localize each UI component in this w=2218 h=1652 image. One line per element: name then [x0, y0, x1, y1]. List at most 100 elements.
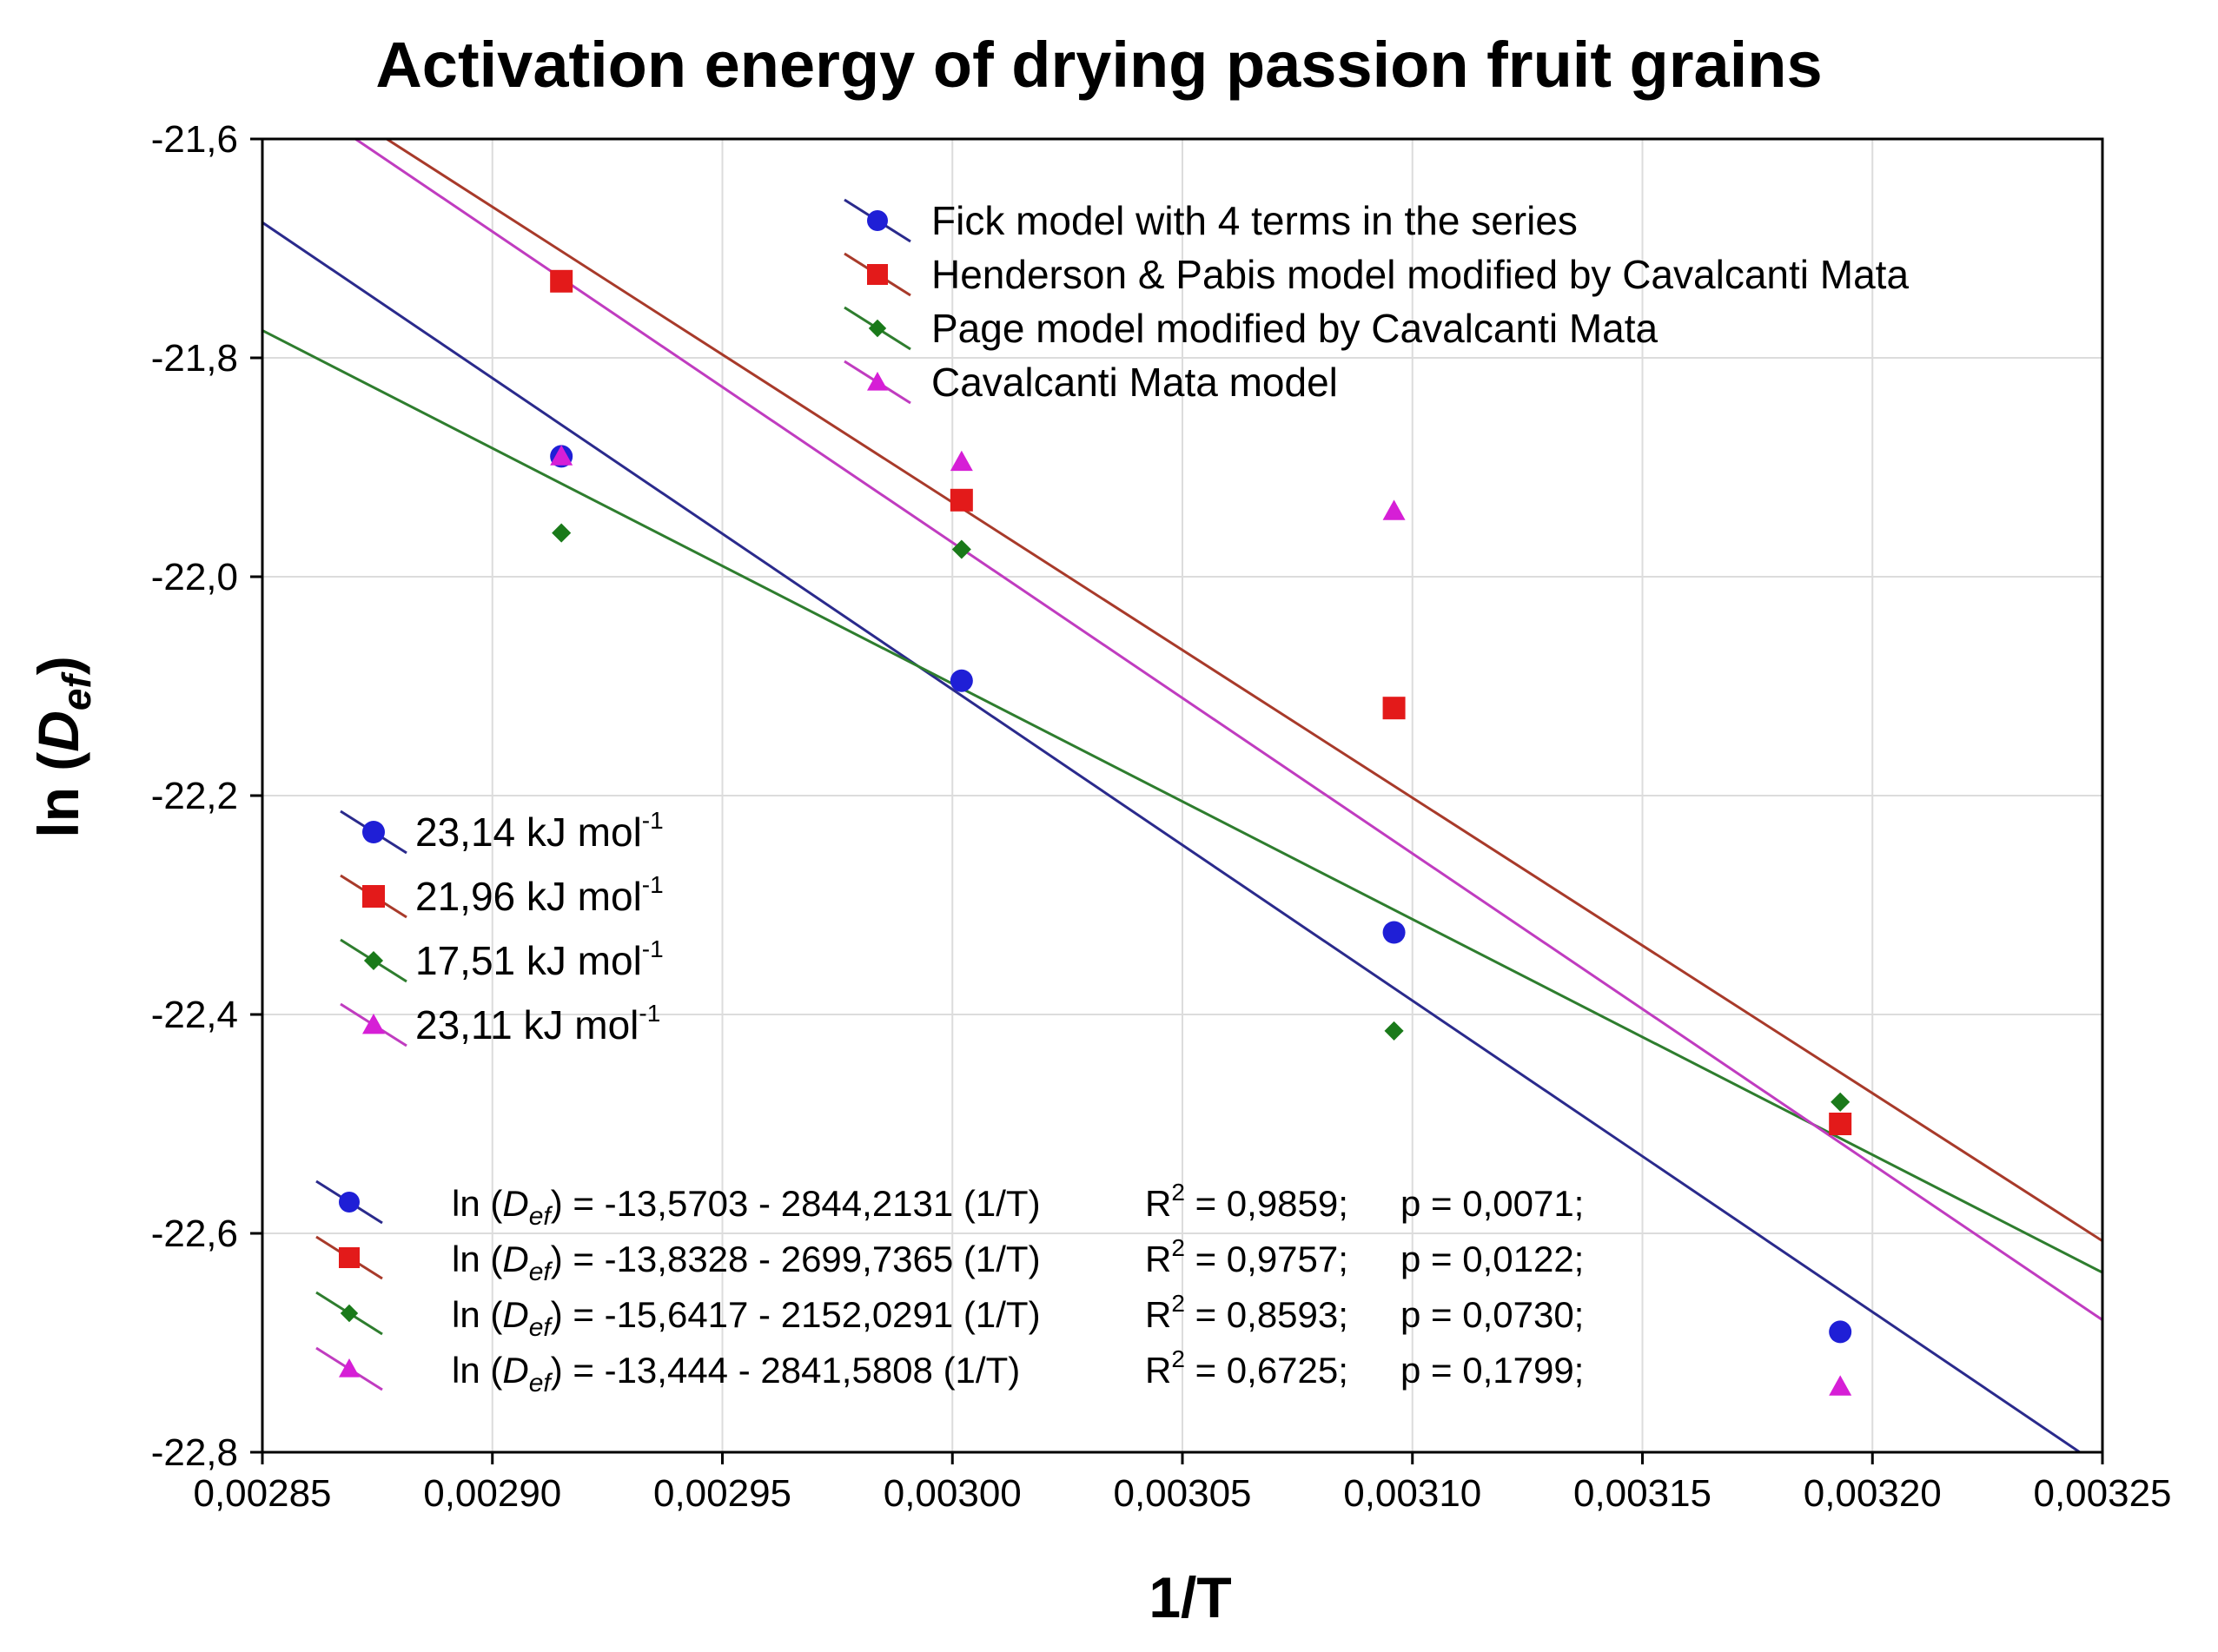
legend-model-label-3: Cavalcanti Mata model	[931, 360, 1338, 405]
fit-line-series-1	[384, 139, 2102, 1243]
x-tick-label: 0,00285	[193, 1472, 331, 1515]
point-series-1-0	[550, 269, 573, 293]
eq-var: D	[502, 1239, 528, 1279]
legend-r2-2: R2 = 0,8593;	[1145, 1290, 1348, 1335]
y-axis-label-suffix: )	[26, 656, 90, 675]
x-axis-label: 1/T	[1149, 1565, 1231, 1629]
legend-energy-label-3: 23,11 kJ mol-1	[415, 1000, 660, 1047]
x-tick-label: 0,00315	[1573, 1472, 1712, 1515]
eq-r2: R	[1145, 1350, 1171, 1391]
x-tick-label: 0,00325	[2033, 1472, 2171, 1515]
point-series-2-1	[951, 539, 971, 559]
eq-sub: ef	[529, 1258, 553, 1286]
legend-equations: ln (Def) = -13,5703 - 2844,2131 (1/T) R2 …	[315, 1179, 1584, 1398]
eq-r2: R	[1145, 1294, 1171, 1335]
legend-p-1: p = 0,0122;	[1400, 1239, 1584, 1279]
legend-model-label-0: Fick model with 4 terms in the series	[931, 198, 1578, 243]
eq-r2-val: = 0,6725;	[1185, 1350, 1348, 1391]
eq-mid: ) = -13,8328 - 2699,7365 (1/T)	[551, 1239, 1041, 1279]
y-tick-label: -21,8	[151, 337, 238, 380]
point-series-2-3	[1831, 1092, 1851, 1112]
grid	[262, 138, 2103, 1453]
legend-marker-eq-2	[340, 1304, 359, 1323]
y-tick-label: -22,4	[151, 994, 238, 1036]
fit-line-series-0	[262, 221, 2082, 1452]
legend-equation-3: ln (Def) = -13,444 - 2841,5808 (1/T)	[452, 1350, 1020, 1398]
y-tick-label: -22,0	[151, 556, 238, 598]
point-series-1-3	[1829, 1113, 1852, 1135]
eq-r2-sup: 2	[1171, 1345, 1185, 1372]
point-series-0-1	[950, 669, 973, 692]
energy-value: 17,51 kJ mol	[415, 938, 642, 983]
legend-marker-energy-3	[362, 1014, 385, 1034]
y-axis-label-prefix: ln (	[26, 752, 90, 838]
eq-r2: R	[1145, 1183, 1171, 1224]
legend-r2-0: R2 = 0,9859;	[1145, 1179, 1348, 1224]
x-tick-label: 0,00310	[1343, 1472, 1481, 1515]
eq-r2-val: = 0,9859;	[1185, 1183, 1348, 1224]
legend-energy-label-2: 17,51 kJ mol-1	[415, 935, 664, 983]
x-tick-label: 0,00305	[1113, 1472, 1251, 1515]
y-axis-label-var: D	[26, 710, 90, 752]
energy-sup: -1	[642, 935, 664, 962]
legend-equation-2: ln (Def) = -15,6417 - 2152,0291 (1/T)	[452, 1294, 1041, 1342]
energy-sup: -1	[642, 871, 664, 898]
eq-var: D	[502, 1183, 528, 1224]
legend-energy-label-0: 23,14 kJ mol-1	[415, 807, 664, 855]
eq-r2-sup: 2	[1171, 1234, 1185, 1261]
eq-left: ln (	[452, 1350, 502, 1391]
point-series-0-2	[1382, 921, 1406, 944]
fit-lines	[262, 139, 2102, 1452]
eq-r2-sup: 2	[1171, 1290, 1185, 1317]
legend-marker-eq-1	[339, 1247, 360, 1268]
legend-r2-1: R2 = 0,9757;	[1145, 1234, 1348, 1279]
point-series-0-3	[1829, 1320, 1852, 1344]
y-axis-label: ln (Def)	[26, 656, 99, 838]
point-series-3-0	[550, 445, 573, 466]
x-tick-label: 0,00295	[653, 1472, 791, 1515]
legend-p-3: p = 0,1799;	[1400, 1350, 1584, 1391]
energy-sup: -1	[639, 1000, 660, 1027]
legend-equation-1: ln (Def) = -13,8328 - 2699,7365 (1/T)	[452, 1239, 1041, 1286]
legend-energy: 23,14 kJ mol-121,96 kJ mol-117,51 kJ mol…	[340, 807, 664, 1047]
legend-marker-model-2	[868, 319, 887, 338]
legend-model-label-1: Henderson & Pabis model modified by Cava…	[931, 252, 1909, 297]
point-series-1-2	[1382, 697, 1406, 720]
y-tick-label: -22,8	[151, 1431, 238, 1474]
eq-sub: ef	[529, 1202, 553, 1231]
legend-marker-eq-0	[339, 1192, 360, 1213]
legend-marker-energy-0	[362, 821, 385, 843]
x-tick-label: 0,00290	[423, 1472, 561, 1515]
point-series-2-2	[1384, 1021, 1404, 1041]
eq-mid: ) = -15,6417 - 2152,0291 (1/T)	[551, 1294, 1041, 1335]
point-series-3-1	[950, 450, 973, 472]
legend-marker-energy-1	[362, 885, 385, 908]
eq-var: D	[502, 1350, 528, 1391]
legend-marker-model-3	[867, 372, 888, 391]
point-series-3-3	[1829, 1375, 1852, 1396]
legend-equation-0: ln (Def) = -13,5703 - 2844,2131 (1/T)	[452, 1183, 1041, 1231]
legend-p-2: p = 0,0730;	[1400, 1294, 1584, 1335]
eq-sub: ef	[529, 1369, 553, 1398]
legend-marker-model-1	[867, 264, 888, 285]
y-tick-label: -22,2	[151, 775, 238, 817]
legend-models: Fick model with 4 terms in the series Hen…	[844, 198, 1909, 405]
eq-r2-sup: 2	[1171, 1179, 1185, 1206]
data-points	[550, 269, 1852, 1396]
eq-mid: ) = -13,5703 - 2844,2131 (1/T)	[551, 1183, 1041, 1224]
eq-left: ln (	[452, 1239, 502, 1279]
eq-left: ln (	[452, 1183, 502, 1224]
point-series-1-1	[950, 488, 973, 512]
eq-r2-val: = 0,9757;	[1185, 1239, 1348, 1279]
legend-marker-energy-2	[363, 950, 384, 971]
x-tick-label: 0,00300	[884, 1472, 1022, 1515]
chart-title: Activation energy of drying passion frui…	[375, 29, 1822, 101]
y-tick-label: -22,6	[151, 1213, 238, 1255]
energy-value: 23,11 kJ mol	[415, 1002, 639, 1047]
eq-sub: ef	[529, 1313, 553, 1342]
eq-r2: R	[1145, 1239, 1171, 1279]
eq-var: D	[502, 1294, 528, 1335]
